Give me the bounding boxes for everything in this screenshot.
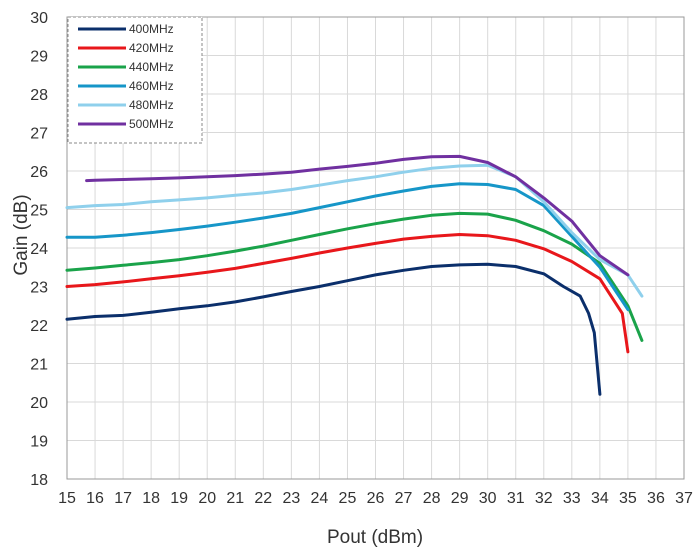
legend-entry: 440MHz: [129, 60, 174, 74]
legend-entry: 500MHz: [129, 117, 174, 131]
plot-frame: [66, 16, 685, 480]
legend-entry: 460MHz: [129, 79, 174, 93]
legend-entry: 480MHz: [129, 98, 174, 112]
y-tick-label: 20: [30, 395, 48, 412]
x-tick-label: 20: [198, 490, 216, 507]
y-tick-label: 28: [30, 87, 48, 104]
series-line-440MHz: [65, 211, 644, 342]
y-tick-label: 22: [30, 318, 48, 335]
x-tick-label: 22: [254, 490, 272, 507]
x-tick-label: 17: [114, 490, 132, 507]
x-tick-label: 34: [591, 490, 609, 507]
x-tick-label: 24: [311, 490, 329, 507]
x-tick-label: 31: [507, 490, 525, 507]
x-tick-label: 21: [226, 490, 244, 507]
legend-entry: 420MHz: [129, 41, 174, 55]
legend: 400MHz 420MHz 440MHz 460MHz 480MHz 500MHz: [67, 16, 203, 144]
x-axis-ticks: 15 16 17 18 19 20 21 22 23 24 25 26 27 28 29 30 31 32 33 34…: [58, 490, 693, 507]
x-axis-label: Pout (dBm): [327, 527, 423, 548]
x-tick-label: 33: [563, 490, 581, 507]
y-tick-label: 23: [30, 280, 48, 297]
series-line-480MHz: [65, 163, 644, 298]
x-tick-label: 35: [619, 490, 637, 507]
y-tick-label: 30: [30, 10, 48, 27]
x-tick-label: 29: [451, 490, 469, 507]
y-tick-label: 18: [30, 472, 48, 489]
y-tick-label: 24: [30, 241, 48, 258]
y-tick-label: 29: [30, 49, 48, 66]
x-tick-label: 28: [423, 490, 441, 507]
x-tick-label: 36: [647, 490, 665, 507]
x-tick-label: 25: [339, 490, 357, 507]
y-axis-label: Gain (dB): [11, 194, 32, 275]
y-axis-ticks: 18 19 20 21 22 23 24 25 26 27 28 29 30: [30, 10, 48, 489]
series-line-420MHz: [65, 233, 630, 354]
x-tick-label: 26: [367, 490, 385, 507]
series-lines: [65, 154, 644, 396]
x-tick-label: 37: [675, 490, 693, 507]
series-line-460MHz: [65, 182, 630, 312]
y-tick-label: 21: [30, 357, 48, 374]
y-tick-label: 26: [30, 164, 48, 181]
y-tick-label: 19: [30, 434, 48, 451]
series-line-400MHz: [65, 262, 602, 396]
legend-box: [67, 16, 203, 144]
x-tick-label: 27: [395, 490, 413, 507]
x-tick-label: 15: [58, 490, 76, 507]
series-line-500MHz: [85, 154, 630, 277]
x-tick-label: 23: [282, 490, 300, 507]
x-tick-label: 18: [142, 490, 160, 507]
y-tick-label: 27: [30, 126, 48, 143]
x-tick-label: 19: [170, 490, 188, 507]
y-tick-label: 25: [30, 203, 48, 220]
x-tick-label: 30: [479, 490, 497, 507]
x-tick-label: 32: [535, 490, 553, 507]
legend-entry: 400MHz: [129, 22, 174, 36]
x-tick-label: 16: [86, 490, 104, 507]
